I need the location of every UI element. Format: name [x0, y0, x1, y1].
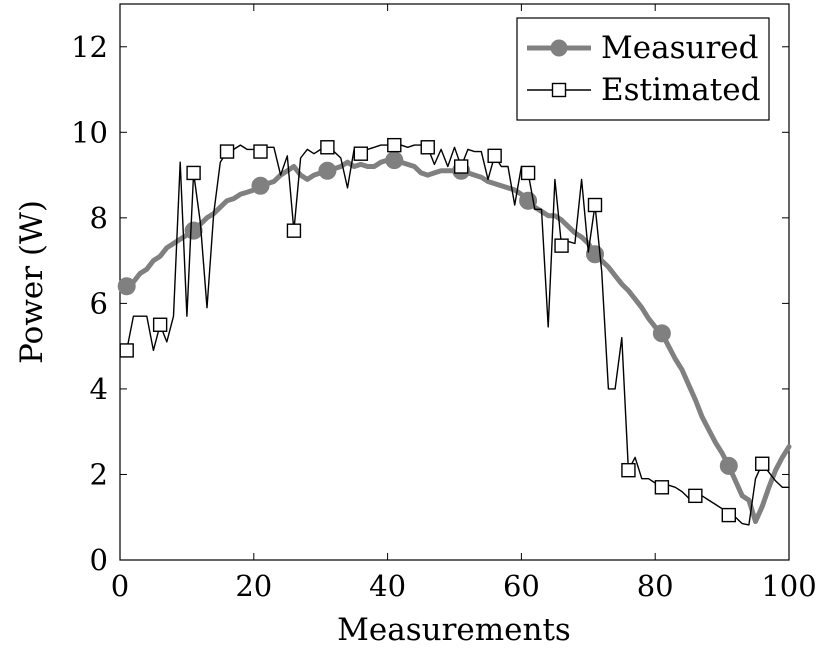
data-point-estimated	[420, 140, 435, 155]
data-point-estimated	[688, 488, 703, 504]
data-point-estimated	[353, 146, 369, 161]
series-line-estimated	[125, 144, 790, 526]
legend-label-measured: Measured	[601, 30, 758, 66]
data-point-measured	[117, 277, 136, 296]
data-point-estimated	[554, 238, 569, 253]
data-point-measured	[719, 456, 738, 475]
data-point-estimated	[520, 165, 536, 181]
data-point-measured	[251, 176, 270, 195]
data-point-estimated	[219, 144, 235, 159]
legend-marker-measured	[550, 39, 568, 57]
data-point-estimated	[286, 223, 302, 238]
data-point-measured	[652, 324, 671, 343]
data-point-estimated	[453, 159, 469, 174]
data-point-estimated	[621, 462, 636, 478]
y-tick-label: 4	[90, 372, 108, 406]
y-tick-label: 8	[90, 201, 108, 235]
y-axis-title: Power (W)	[14, 200, 50, 364]
data-point-estimated	[186, 165, 201, 181]
series-line-measured	[124, 157, 792, 524]
x-axis-title: Measurements	[337, 612, 571, 648]
data-point-estimated	[387, 137, 402, 153]
y-tick-label: 2	[90, 457, 108, 491]
x-tick-label: 40	[369, 569, 406, 603]
data-point-measured	[184, 221, 203, 240]
y-tick-label: 10	[71, 115, 108, 149]
data-point-estimated	[320, 140, 335, 155]
ticks-layer: 0 20 40 60 80 100 0 2 4 6 8 10 12	[71, 4, 817, 603]
data-point-estimated	[487, 148, 502, 164]
legend: Measured Estimated	[516, 17, 770, 121]
y-tick-label: 6	[90, 286, 108, 320]
data-point-estimated	[721, 507, 736, 523]
data-point-measured	[318, 161, 337, 180]
y-tick-label: 0	[90, 543, 108, 577]
legend-box	[516, 17, 770, 121]
x-tick-label: 20	[235, 569, 272, 603]
data-point-estimated	[253, 144, 268, 159]
data-point-estimated	[755, 456, 770, 471]
data-point-measured	[385, 151, 404, 170]
data-point-estimated	[587, 197, 603, 213]
data-point-estimated	[152, 317, 168, 332]
x-tick-label: 100	[761, 569, 816, 603]
x-tick-label: 60	[503, 569, 540, 603]
legend-marker-estimated	[551, 82, 567, 98]
legend-label-estimated: Estimated	[601, 72, 760, 108]
series-layer	[117, 137, 792, 526]
data-point-estimated	[119, 343, 134, 358]
data-point-estimated	[654, 480, 670, 495]
y-tick-label: 12	[71, 30, 108, 64]
x-tick-label: 80	[637, 569, 674, 603]
x-tick-label: 0	[111, 569, 129, 603]
